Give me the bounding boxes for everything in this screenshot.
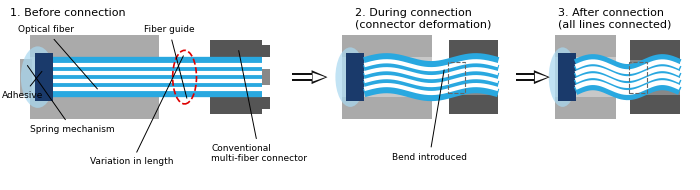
Bar (554, 35, 616, 119)
Bar (20, 59, 32, 95)
Bar (262, 97, 270, 109)
Bar (449, 40, 498, 114)
Bar (262, 69, 270, 85)
Bar (447, 62, 466, 93)
Ellipse shape (335, 47, 365, 107)
Text: 3. After connection
(all lines connected): 3. After connection (all lines connected… (558, 8, 671, 29)
Text: Bend introduced: Bend introduced (392, 70, 467, 162)
Bar (30, 35, 159, 119)
Polygon shape (313, 73, 326, 82)
Bar (342, 97, 432, 119)
Text: 1. Before connection: 1. Before connection (10, 8, 125, 18)
Bar (516, 75, 534, 79)
Ellipse shape (549, 47, 577, 107)
Bar (30, 97, 159, 119)
Bar (630, 40, 680, 60)
Text: Conventional
multi-fiber connector: Conventional multi-fiber connector (211, 51, 307, 163)
Bar (30, 35, 159, 57)
Bar (554, 97, 616, 119)
Polygon shape (312, 70, 328, 84)
Bar (211, 94, 262, 114)
Polygon shape (535, 73, 548, 82)
Bar (342, 35, 432, 119)
Text: Variation in length: Variation in length (90, 56, 183, 166)
Bar (629, 62, 647, 93)
Text: 2. During connection
(connector deformation): 2. During connection (connector deformat… (356, 8, 491, 29)
Ellipse shape (21, 46, 55, 108)
Bar (554, 35, 616, 57)
Text: Fiber guide: Fiber guide (144, 25, 195, 98)
Bar (630, 94, 680, 114)
Text: Optical fiber: Optical fiber (18, 25, 97, 89)
Bar (211, 40, 262, 60)
Bar (516, 73, 534, 81)
Text: Spring mechanism: Spring mechanism (27, 66, 114, 134)
Polygon shape (534, 70, 550, 84)
Bar (558, 53, 575, 101)
Bar (449, 94, 498, 114)
Text: Adhesive: Adhesive (2, 71, 43, 100)
Bar (346, 53, 364, 101)
Bar (342, 35, 432, 57)
Bar (292, 75, 312, 79)
Bar (35, 53, 52, 101)
Bar (211, 40, 262, 114)
Bar (630, 40, 680, 114)
Bar (449, 40, 498, 60)
Bar (262, 45, 270, 57)
Bar (292, 73, 312, 81)
